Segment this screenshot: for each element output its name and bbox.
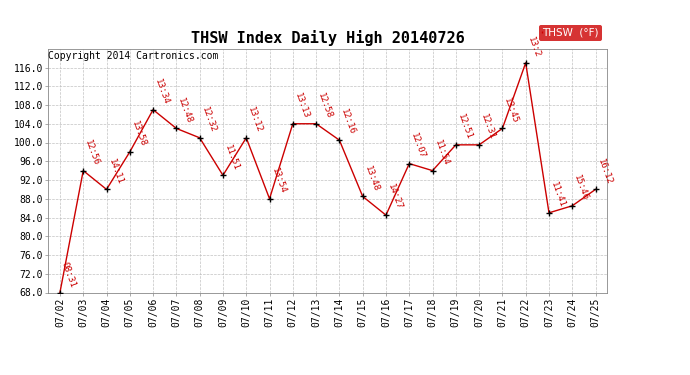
- Text: 08:31: 08:31: [60, 260, 77, 289]
- Legend: THSW  (°F): THSW (°F): [540, 25, 602, 41]
- Text: 11:54: 11:54: [433, 138, 450, 167]
- Text: 11:41: 11:41: [549, 181, 566, 209]
- Text: 14:11: 14:11: [106, 157, 124, 186]
- Text: 13:13: 13:13: [293, 92, 310, 120]
- Text: 12:51: 12:51: [456, 113, 473, 141]
- Text: 13:34: 13:34: [153, 78, 170, 106]
- Text: 13:58: 13:58: [130, 120, 148, 148]
- Text: 12:48: 12:48: [177, 96, 194, 124]
- Text: 14:27: 14:27: [386, 183, 404, 211]
- Title: THSW Index Daily High 20140726: THSW Index Daily High 20140726: [191, 30, 464, 46]
- Text: 16:12: 16:12: [595, 157, 613, 186]
- Text: 13:2: 13:2: [526, 36, 542, 59]
- Text: 13:12: 13:12: [246, 106, 264, 134]
- Text: 12:32: 12:32: [199, 106, 217, 134]
- Text: 12:31: 12:31: [479, 113, 497, 141]
- Text: Copyright 2014 Cartronics.com: Copyright 2014 Cartronics.com: [48, 51, 219, 61]
- Text: 13:54: 13:54: [270, 166, 287, 195]
- Text: 12:16: 12:16: [339, 108, 357, 136]
- Text: 12:56: 12:56: [83, 138, 101, 167]
- Text: 11:51: 11:51: [223, 143, 241, 172]
- Text: 12:07: 12:07: [409, 132, 427, 160]
- Text: 13:45: 13:45: [502, 96, 520, 124]
- Text: 12:58: 12:58: [316, 92, 334, 120]
- Text: 15:46: 15:46: [572, 174, 590, 202]
- Text: 13:48: 13:48: [363, 164, 380, 193]
